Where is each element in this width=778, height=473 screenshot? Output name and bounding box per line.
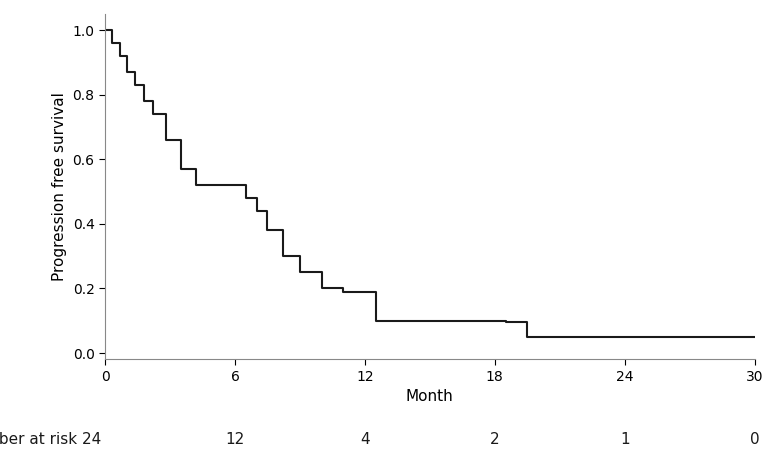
Text: 0: 0 <box>750 432 759 447</box>
Text: 12: 12 <box>226 432 244 447</box>
Text: Number at risk 24: Number at risk 24 <box>0 432 101 447</box>
X-axis label: Month: Month <box>406 389 454 404</box>
Text: 4: 4 <box>360 432 370 447</box>
Text: 2: 2 <box>490 432 499 447</box>
Text: 1: 1 <box>620 432 629 447</box>
Y-axis label: Progression free survival: Progression free survival <box>52 92 67 281</box>
